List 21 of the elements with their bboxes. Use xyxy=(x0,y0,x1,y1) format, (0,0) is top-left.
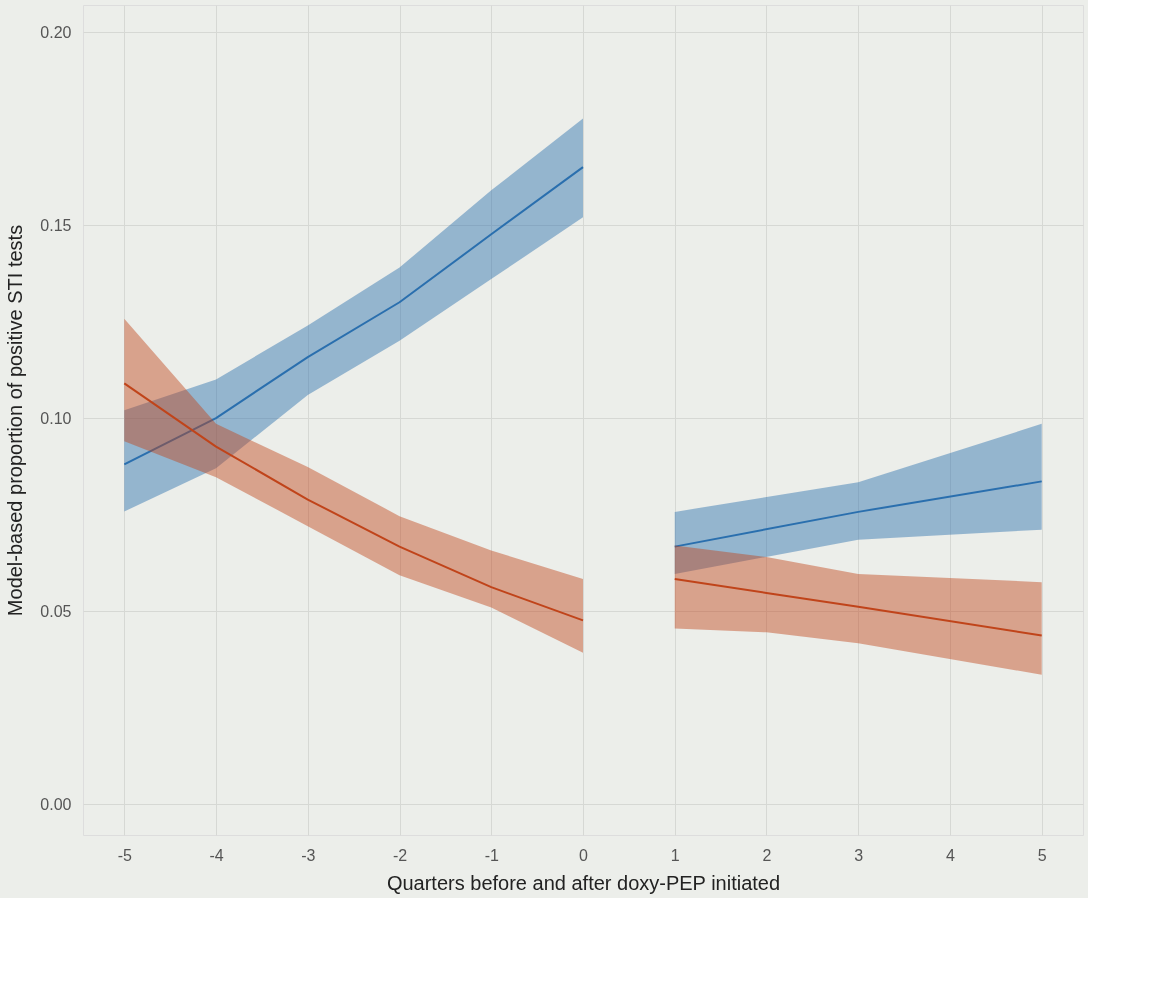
x-axis-title: Quarters before and after doxy-PEP initiated xyxy=(386,871,781,894)
x-tick-label: 1 xyxy=(670,846,680,864)
line-series xyxy=(123,166,584,466)
x-tick-label: -5 xyxy=(117,846,132,864)
line-series xyxy=(123,382,584,622)
y-tick-label: 0.00 xyxy=(40,795,72,813)
x-tick-label: -3 xyxy=(301,846,316,864)
y-axis-title: Model-based proportion of positive STI tests xyxy=(4,224,27,617)
x-tick-label: 5 xyxy=(1037,846,1047,864)
y-tick-label: 0.10 xyxy=(40,409,72,427)
x-tick-label: 4 xyxy=(946,846,956,864)
y-tick-label: 0.15 xyxy=(40,216,72,234)
x-tick-label: 2 xyxy=(762,846,772,864)
y-tick-label: 0.20 xyxy=(40,23,72,41)
y-tick-label: 0.05 xyxy=(40,602,72,620)
x-tick-label: -2 xyxy=(392,846,408,864)
x-tick-label: -4 xyxy=(209,846,224,864)
x-tick-label: 3 xyxy=(854,846,864,864)
x-tick-label: -1 xyxy=(484,846,499,864)
line-series xyxy=(673,578,1043,637)
x-tick-label: 0 xyxy=(579,846,589,864)
